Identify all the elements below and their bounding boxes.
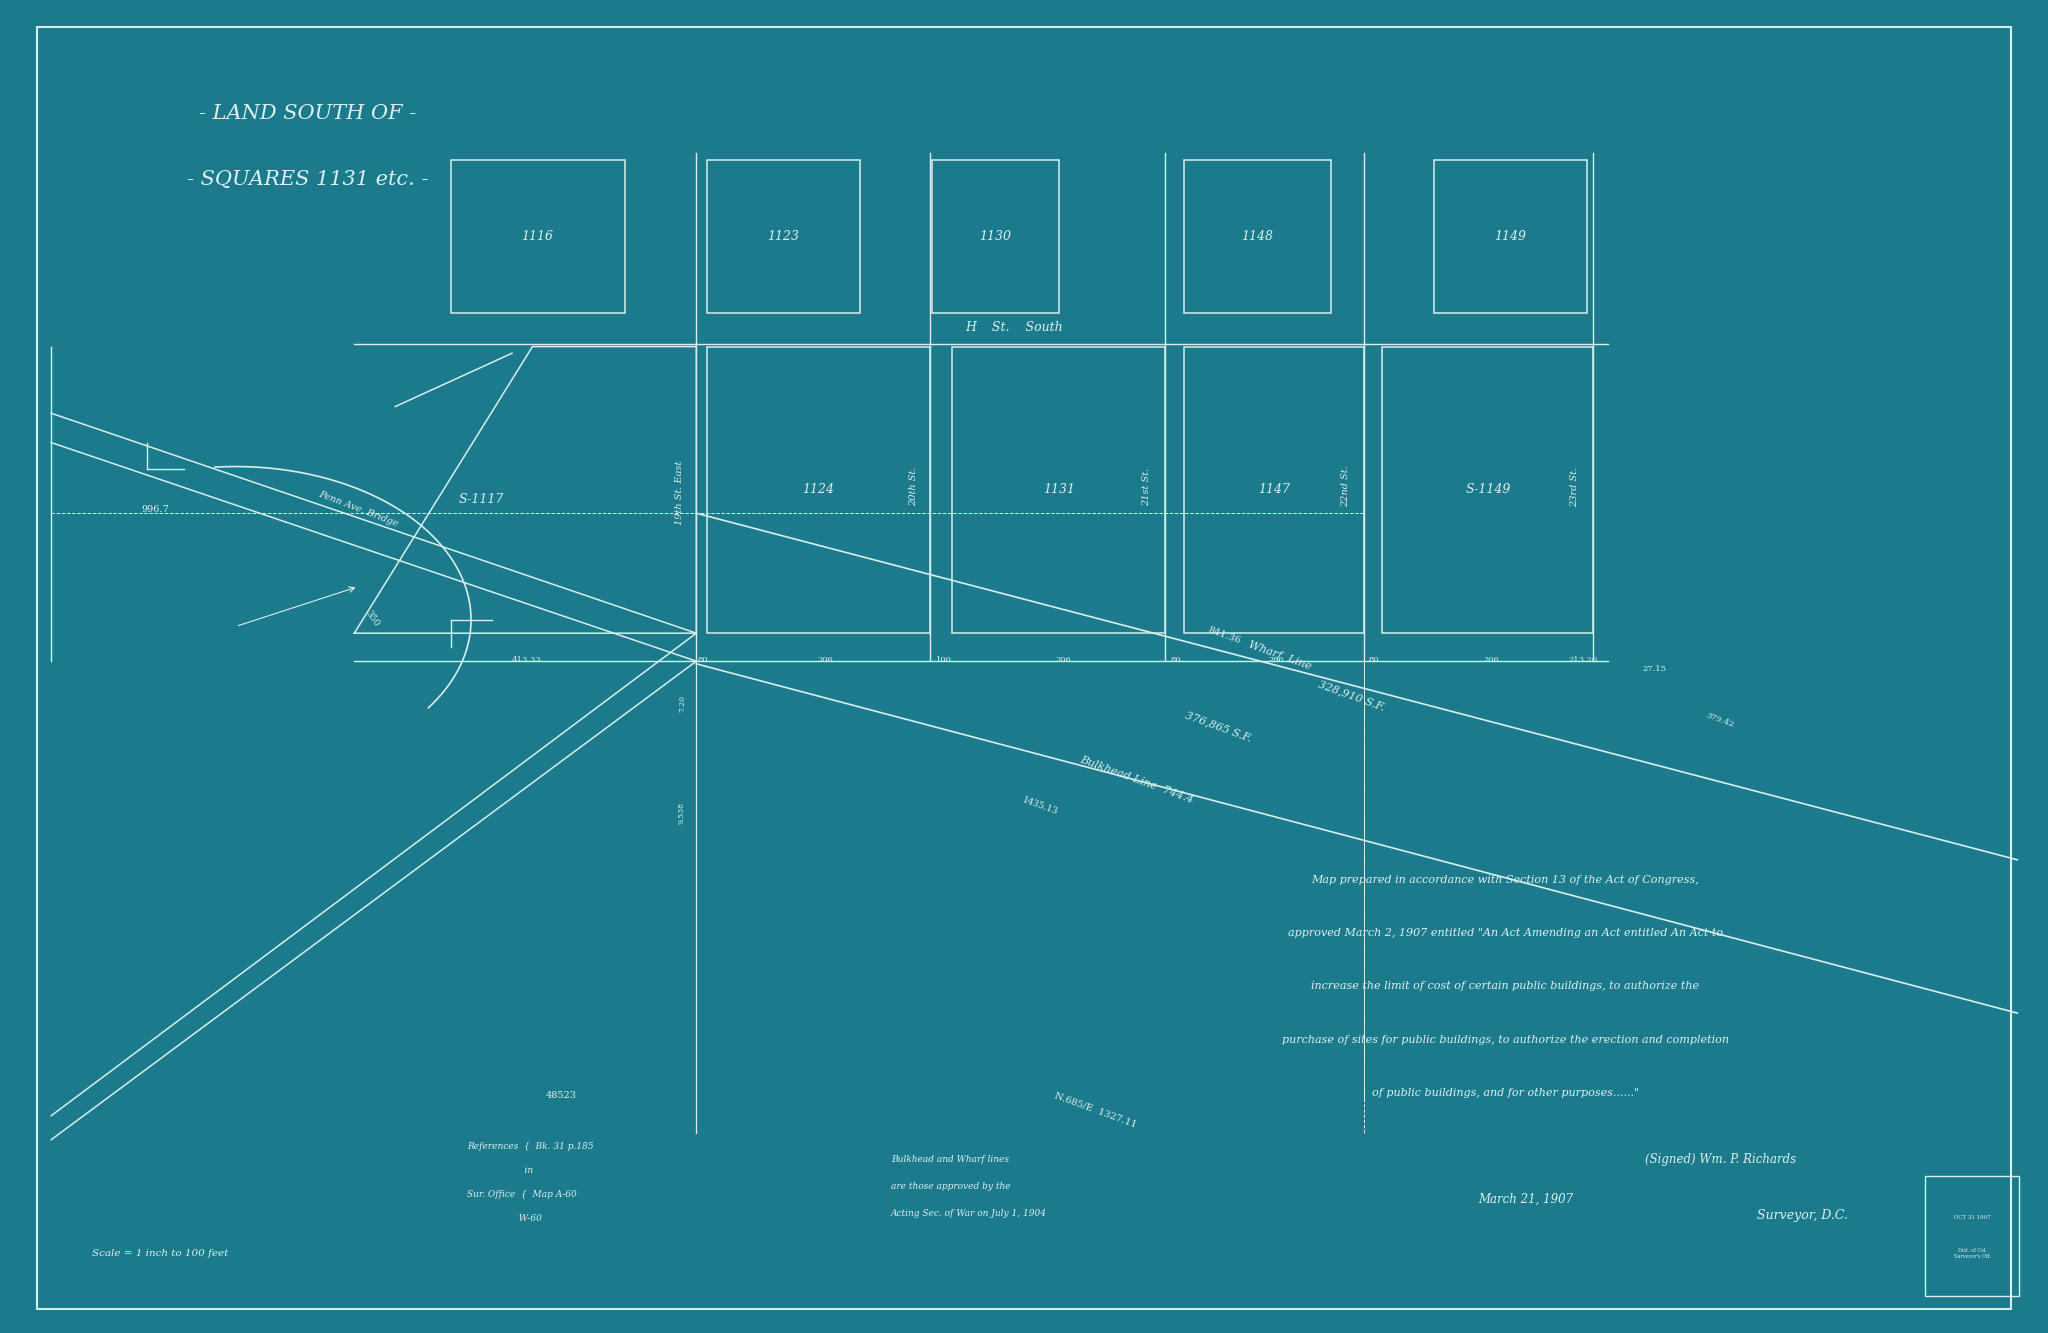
Text: S-1117: S-1117 — [459, 493, 504, 507]
Text: W-60: W-60 — [467, 1214, 543, 1222]
Text: N.685/E  1327.11: N.685/E 1327.11 — [1053, 1092, 1139, 1129]
Text: 20th St.: 20th St. — [909, 467, 918, 507]
Text: 9.538: 9.538 — [678, 802, 686, 824]
Text: Penn Ave. Bridge: Penn Ave. Bridge — [317, 489, 399, 529]
Text: 48523: 48523 — [545, 1092, 578, 1100]
Text: 996.7: 996.7 — [141, 505, 170, 513]
Text: References  {  Bk. 31 p.185: References { Bk. 31 p.185 — [467, 1142, 594, 1150]
Text: 213.20: 213.20 — [1569, 656, 1597, 664]
Text: Surveyor, D.C.: Surveyor, D.C. — [1757, 1209, 1847, 1222]
Text: OCT 31 1907: OCT 31 1907 — [1954, 1216, 1991, 1220]
Text: 1123: 1123 — [768, 231, 799, 243]
Text: 80: 80 — [1169, 656, 1182, 664]
Text: Scale = 1 inch to 100 feet: Scale = 1 inch to 100 feet — [92, 1249, 227, 1257]
Text: in: in — [467, 1166, 532, 1174]
Text: 22nd St.: 22nd St. — [1341, 465, 1350, 508]
Text: approved March 2, 1907 entitled "An Act Amending an Act entitled An Act to: approved March 2, 1907 entitled "An Act … — [1288, 928, 1722, 938]
Text: 328,910 S.F.: 328,910 S.F. — [1317, 678, 1386, 713]
Text: 1435.13: 1435.13 — [1022, 796, 1059, 817]
Text: Bulkhead Line  744.4: Bulkhead Line 744.4 — [1079, 754, 1194, 805]
Bar — [707, 347, 930, 633]
Text: 100: 100 — [936, 656, 952, 664]
Bar — [1184, 347, 1364, 633]
Text: 350: 350 — [365, 609, 381, 628]
Text: 27.15: 27.15 — [1642, 665, 1667, 673]
Bar — [451, 160, 625, 313]
Bar — [1382, 347, 1593, 633]
Text: 21st St.: 21st St. — [1143, 468, 1151, 505]
Text: - LAND SOUTH OF -: - LAND SOUTH OF - — [199, 104, 416, 123]
Text: 206: 206 — [1268, 656, 1284, 664]
Text: 1131: 1131 — [1042, 484, 1075, 496]
Bar — [932, 160, 1059, 313]
Text: Map prepared in accordance with Section 13 of the Act of Congress,: Map prepared in accordance with Section … — [1311, 874, 1700, 885]
Text: (Signed) Wm. P. Richards: (Signed) Wm. P. Richards — [1645, 1153, 1796, 1166]
Bar — [707, 160, 860, 313]
Text: 1147: 1147 — [1257, 484, 1290, 496]
Text: 1148: 1148 — [1241, 231, 1274, 243]
Text: 206: 206 — [817, 656, 834, 664]
Bar — [1925, 1176, 2019, 1296]
Text: 19th St. East: 19th St. East — [676, 461, 684, 525]
Text: - SQUARES 1131 etc. -: - SQUARES 1131 etc. - — [186, 171, 428, 189]
Text: Wharf  Line: Wharf Line — [1247, 640, 1313, 672]
Text: 1124: 1124 — [803, 484, 834, 496]
Text: H    St.    South: H St. South — [965, 321, 1063, 335]
Text: S-1149: S-1149 — [1464, 484, 1511, 496]
Text: are those approved by the: are those approved by the — [891, 1182, 1010, 1190]
Text: 23rd St.: 23rd St. — [1571, 467, 1579, 507]
Text: 7.20: 7.20 — [678, 696, 686, 712]
Bar — [1184, 160, 1331, 313]
Text: Dist. of Col.
Surveyor's Off.: Dist. of Col. Surveyor's Off. — [1954, 1248, 1991, 1260]
Text: 1149: 1149 — [1495, 231, 1526, 243]
Bar — [952, 347, 1165, 633]
Bar — [1434, 160, 1587, 313]
Text: 379.42: 379.42 — [1706, 710, 1735, 729]
Text: 206: 206 — [1483, 656, 1499, 664]
Text: 80: 80 — [1368, 656, 1380, 664]
Text: Sur. Office  {  Map A-60: Sur. Office { Map A-60 — [467, 1190, 578, 1198]
Text: 80: 80 — [696, 656, 709, 664]
Text: 1116: 1116 — [522, 231, 553, 243]
Text: 841.36: 841.36 — [1206, 625, 1243, 647]
Text: of public buildings, and for other purposes......": of public buildings, and for other purpo… — [1372, 1088, 1638, 1098]
Text: March 21, 1907: March 21, 1907 — [1479, 1193, 1573, 1206]
Text: 376,865 S.F.: 376,865 S.F. — [1184, 709, 1253, 744]
Text: purchase of sites for public buildings, to authorize the erection and completion: purchase of sites for public buildings, … — [1282, 1034, 1729, 1045]
Text: 206: 206 — [1055, 656, 1071, 664]
Text: Bulkhead and Wharf lines: Bulkhead and Wharf lines — [891, 1156, 1010, 1164]
Text: 1130: 1130 — [979, 231, 1012, 243]
Text: increase the limit of cost of certain public buildings, to authorize the: increase the limit of cost of certain pu… — [1311, 981, 1700, 992]
Text: Acting Sec. of War on July 1, 1904: Acting Sec. of War on July 1, 1904 — [891, 1209, 1047, 1217]
Text: 413.33: 413.33 — [512, 656, 541, 664]
